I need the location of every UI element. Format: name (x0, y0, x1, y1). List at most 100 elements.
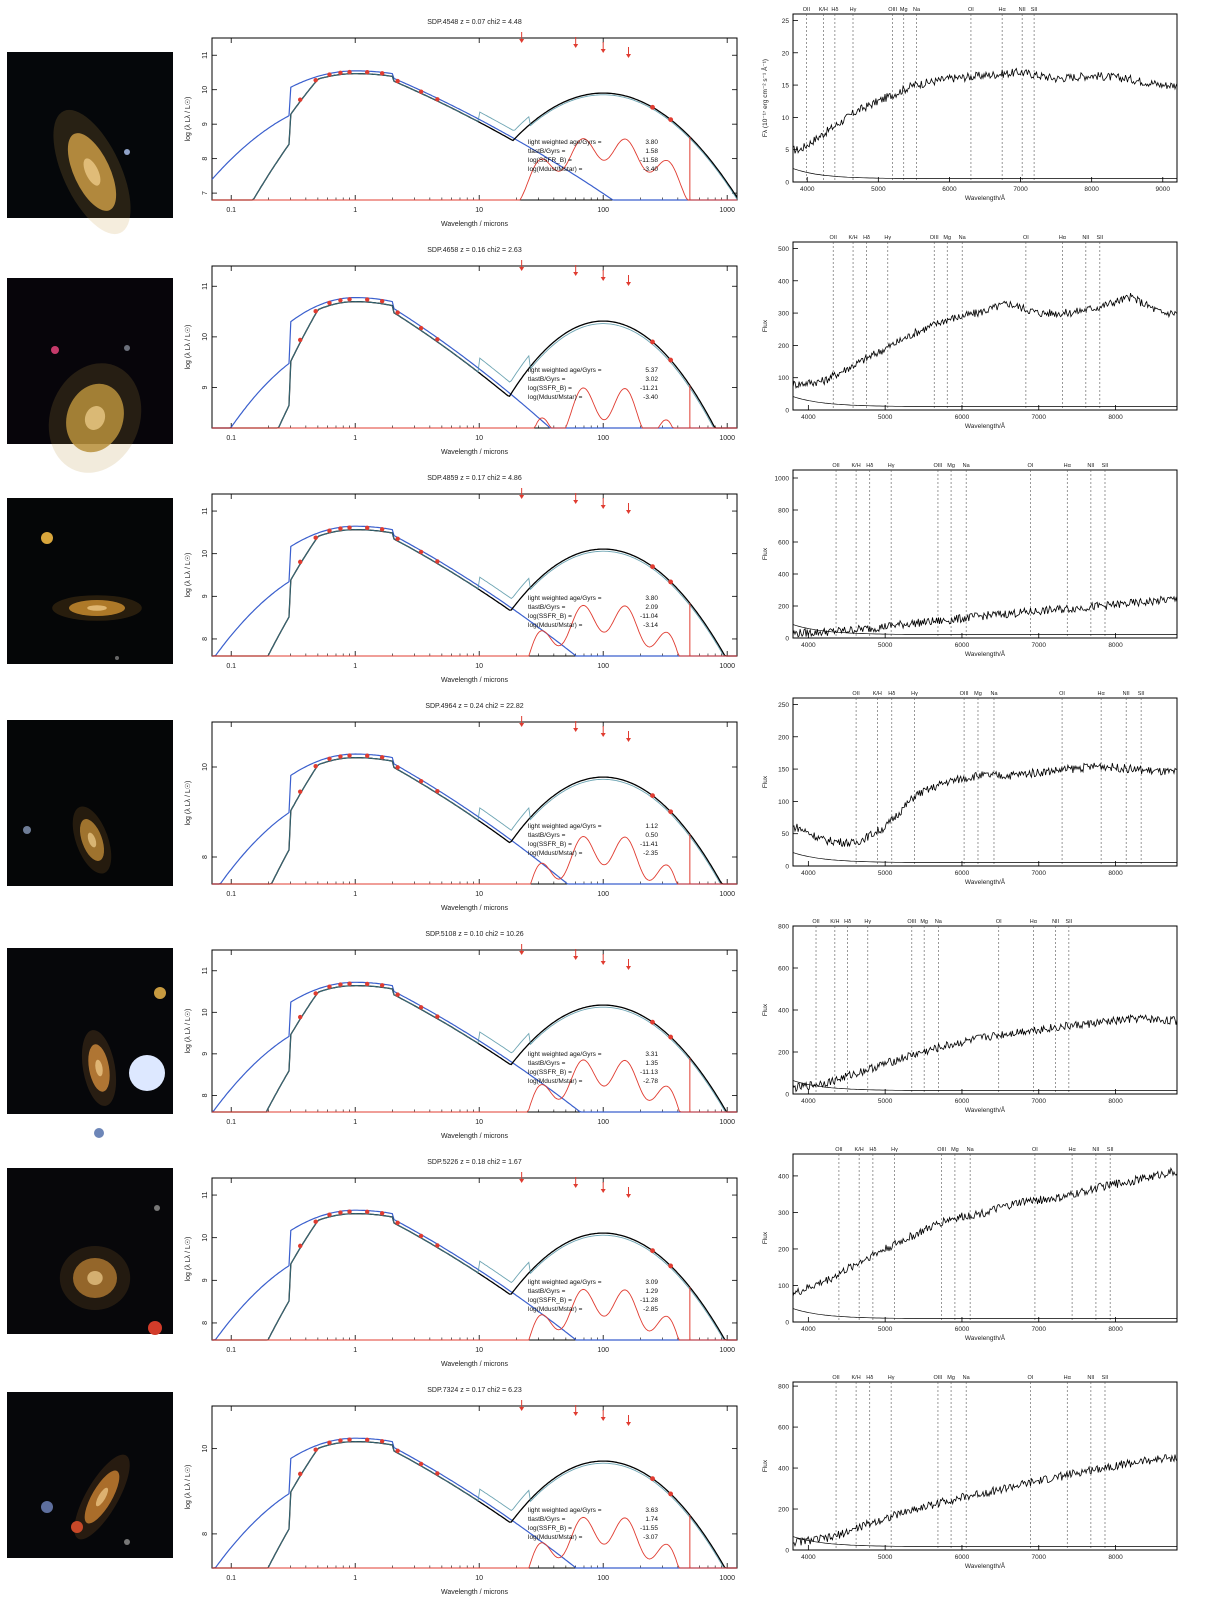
spectrum-error-curve (792, 852, 1177, 863)
spectrum-frame (792, 1153, 1178, 1323)
sed-photometry-point (650, 1476, 655, 1482)
sed-y-tick-label: 10 (202, 1008, 209, 1016)
spectrum-x-tick-label: 8000 (1108, 642, 1123, 649)
spectrum-y-tick-label: 0 (785, 180, 789, 187)
sed-photometry-point (650, 1019, 655, 1025)
galaxy-bulge (95, 1059, 103, 1077)
sed-photometry-point (435, 559, 440, 564)
spectrum-y-tick-label: 800 (778, 508, 789, 515)
sed-x-tick-label: 10 (475, 663, 483, 670)
sed-photometry-point (297, 97, 303, 102)
sed-y-tick-label: 8 (202, 637, 209, 641)
spectral-line-label: Mg (947, 463, 955, 469)
sed-y-tick-label: 10 (202, 550, 209, 558)
sed-stat-value: 1.35 (645, 1060, 658, 1067)
spectrum-y-tick-label: 400 (778, 1466, 789, 1473)
spectral-line-label: SII (1096, 235, 1103, 241)
spectrum-x-tick-label: 7000 (1032, 642, 1047, 649)
sed-stat-label: tlastB/Gyrs = (528, 1516, 566, 1523)
figure-row: SDP.4859 z = 0.17 chi2 = 4.860.1 1 10 100 10… (7, 463, 1178, 684)
spectral-line-label: K/H (852, 463, 861, 469)
galaxy-image-background (7, 498, 173, 664)
spectral-line-label: Mg (920, 919, 928, 925)
spectrum-curve (792, 762, 1178, 848)
sed-upper-limit-arrow (625, 510, 631, 514)
galaxy-bulge (87, 832, 97, 848)
sed-upper-limit-arrow (625, 738, 631, 742)
sed-x-tick-label: 1000 (719, 1347, 735, 1354)
spectrum-y-tick-label: 250 (778, 702, 789, 709)
sed-stat-label: log(SSFR_B) = (528, 841, 572, 848)
spectrum-x-tick-label: 7000 (1032, 1098, 1047, 1105)
sed-photometry-point (435, 788, 440, 794)
spectral-line-label: OIII (907, 919, 916, 925)
sed-frame (211, 493, 738, 657)
spectrum-y-axis-label: Flux (762, 547, 769, 560)
sed-stat-label: light weighted age/Gyrs = (528, 1279, 602, 1286)
spectral-line-label: K/H (830, 919, 839, 925)
sed-x-axis-label: Wavelength / microns (441, 677, 509, 684)
sed-frame (211, 1405, 738, 1569)
spectral-line-label: Na (959, 235, 967, 241)
sed-alt-model-curve (212, 1441, 737, 1569)
sed-photometry-point (435, 337, 440, 342)
sed-title: SDP.4859 z = 0.17 chi2 = 4.86 (427, 475, 522, 482)
sed-y-axis-label: log (λ Lλ / L☉) (184, 325, 192, 370)
field-star (23, 826, 31, 834)
spectral-line-label: Hδ (869, 1147, 876, 1153)
spectrum-x-tick-label: 7000 (1013, 186, 1028, 193)
spectrum-y-tick-label: 600 (778, 540, 789, 547)
spectral-line-label: K/H (855, 1147, 864, 1153)
spectral-line-label: Hα (999, 7, 1007, 13)
sed-x-tick-label: 1 (353, 435, 357, 442)
sed-upper-limit-arrow (573, 728, 579, 732)
spectrum-curve (792, 67, 1178, 154)
sed-x-tick-label: 0.1 (226, 1575, 236, 1582)
sed-upper-limit-arrow (573, 1412, 579, 1416)
sed-stat-value: 3.80 (645, 139, 658, 146)
sed-upper-limit-arrow (519, 1407, 525, 1411)
field-star (124, 1539, 130, 1545)
spectral-line-label: Hγ (888, 463, 895, 469)
sed-x-tick-label: 1 (353, 891, 357, 898)
sed-x-tick-label: 0.1 (226, 207, 236, 214)
spectral-line-label: OI (1028, 1375, 1034, 1381)
sed-stat-label: light weighted age/Gyrs = (528, 1507, 602, 1514)
spectral-line-label: OII (803, 7, 811, 13)
spectrum-y-tick-label: 800 (778, 1384, 789, 1391)
spectral-line-label: OI (1028, 463, 1034, 469)
sed-photometry-point (347, 1209, 352, 1214)
spectral-line-label: Hδ (866, 463, 873, 469)
sed-x-axis-label: Wavelength / microns (441, 1133, 509, 1140)
sed-upper-limit-arrow (573, 956, 579, 960)
spectral-line-label: OIII (937, 1147, 946, 1153)
sed-x-tick-label: 10 (475, 435, 483, 442)
spectrum-x-tick-label: 4000 (801, 870, 816, 877)
spectrum-y-axis-label: Flux (762, 1459, 769, 1472)
sed-photometry-point (313, 1219, 318, 1224)
spectrum-y-axis-label: Fλ (10⁻¹⁷ erg cm⁻² s⁻¹ Å⁻¹) (760, 59, 769, 137)
sed-stat-value: 5.37 (645, 367, 658, 374)
sed-photometry-point (650, 339, 655, 345)
sed-title: SDP.5108 z = 0.10 chi2 = 10.26 (425, 931, 523, 938)
sed-photometry-point (365, 70, 370, 75)
sed-upper-limit-arrow (519, 951, 525, 955)
sed-photometry-point (347, 1437, 352, 1442)
sed-x-tick-label: 0.1 (226, 891, 236, 898)
sed-photometry-point (418, 89, 424, 94)
spectrum-x-axis-label: Wavelength/Å (965, 1333, 1006, 1342)
spectral-line-label: NII (1082, 235, 1090, 241)
sed-photometry-point (338, 982, 343, 987)
sed-upper-limit-arrow (600, 961, 606, 965)
sed-photometry-point (347, 69, 352, 75)
figure-row: SDP.7324 z = 0.17 chi2 = 6.230.1 1 10 100 10… (7, 1375, 1178, 1596)
spectrum-y-tick-label: 200 (778, 604, 789, 611)
spectrum-x-tick-label: 6000 (955, 642, 970, 649)
galaxy-bulge (87, 605, 107, 611)
sed-stat-value: -2.35 (643, 850, 658, 857)
sed-alt-model-curve (212, 1213, 737, 1341)
sed-stat-value: -11.28 (640, 1297, 658, 1304)
sed-y-tick-label: 11 (202, 283, 209, 290)
